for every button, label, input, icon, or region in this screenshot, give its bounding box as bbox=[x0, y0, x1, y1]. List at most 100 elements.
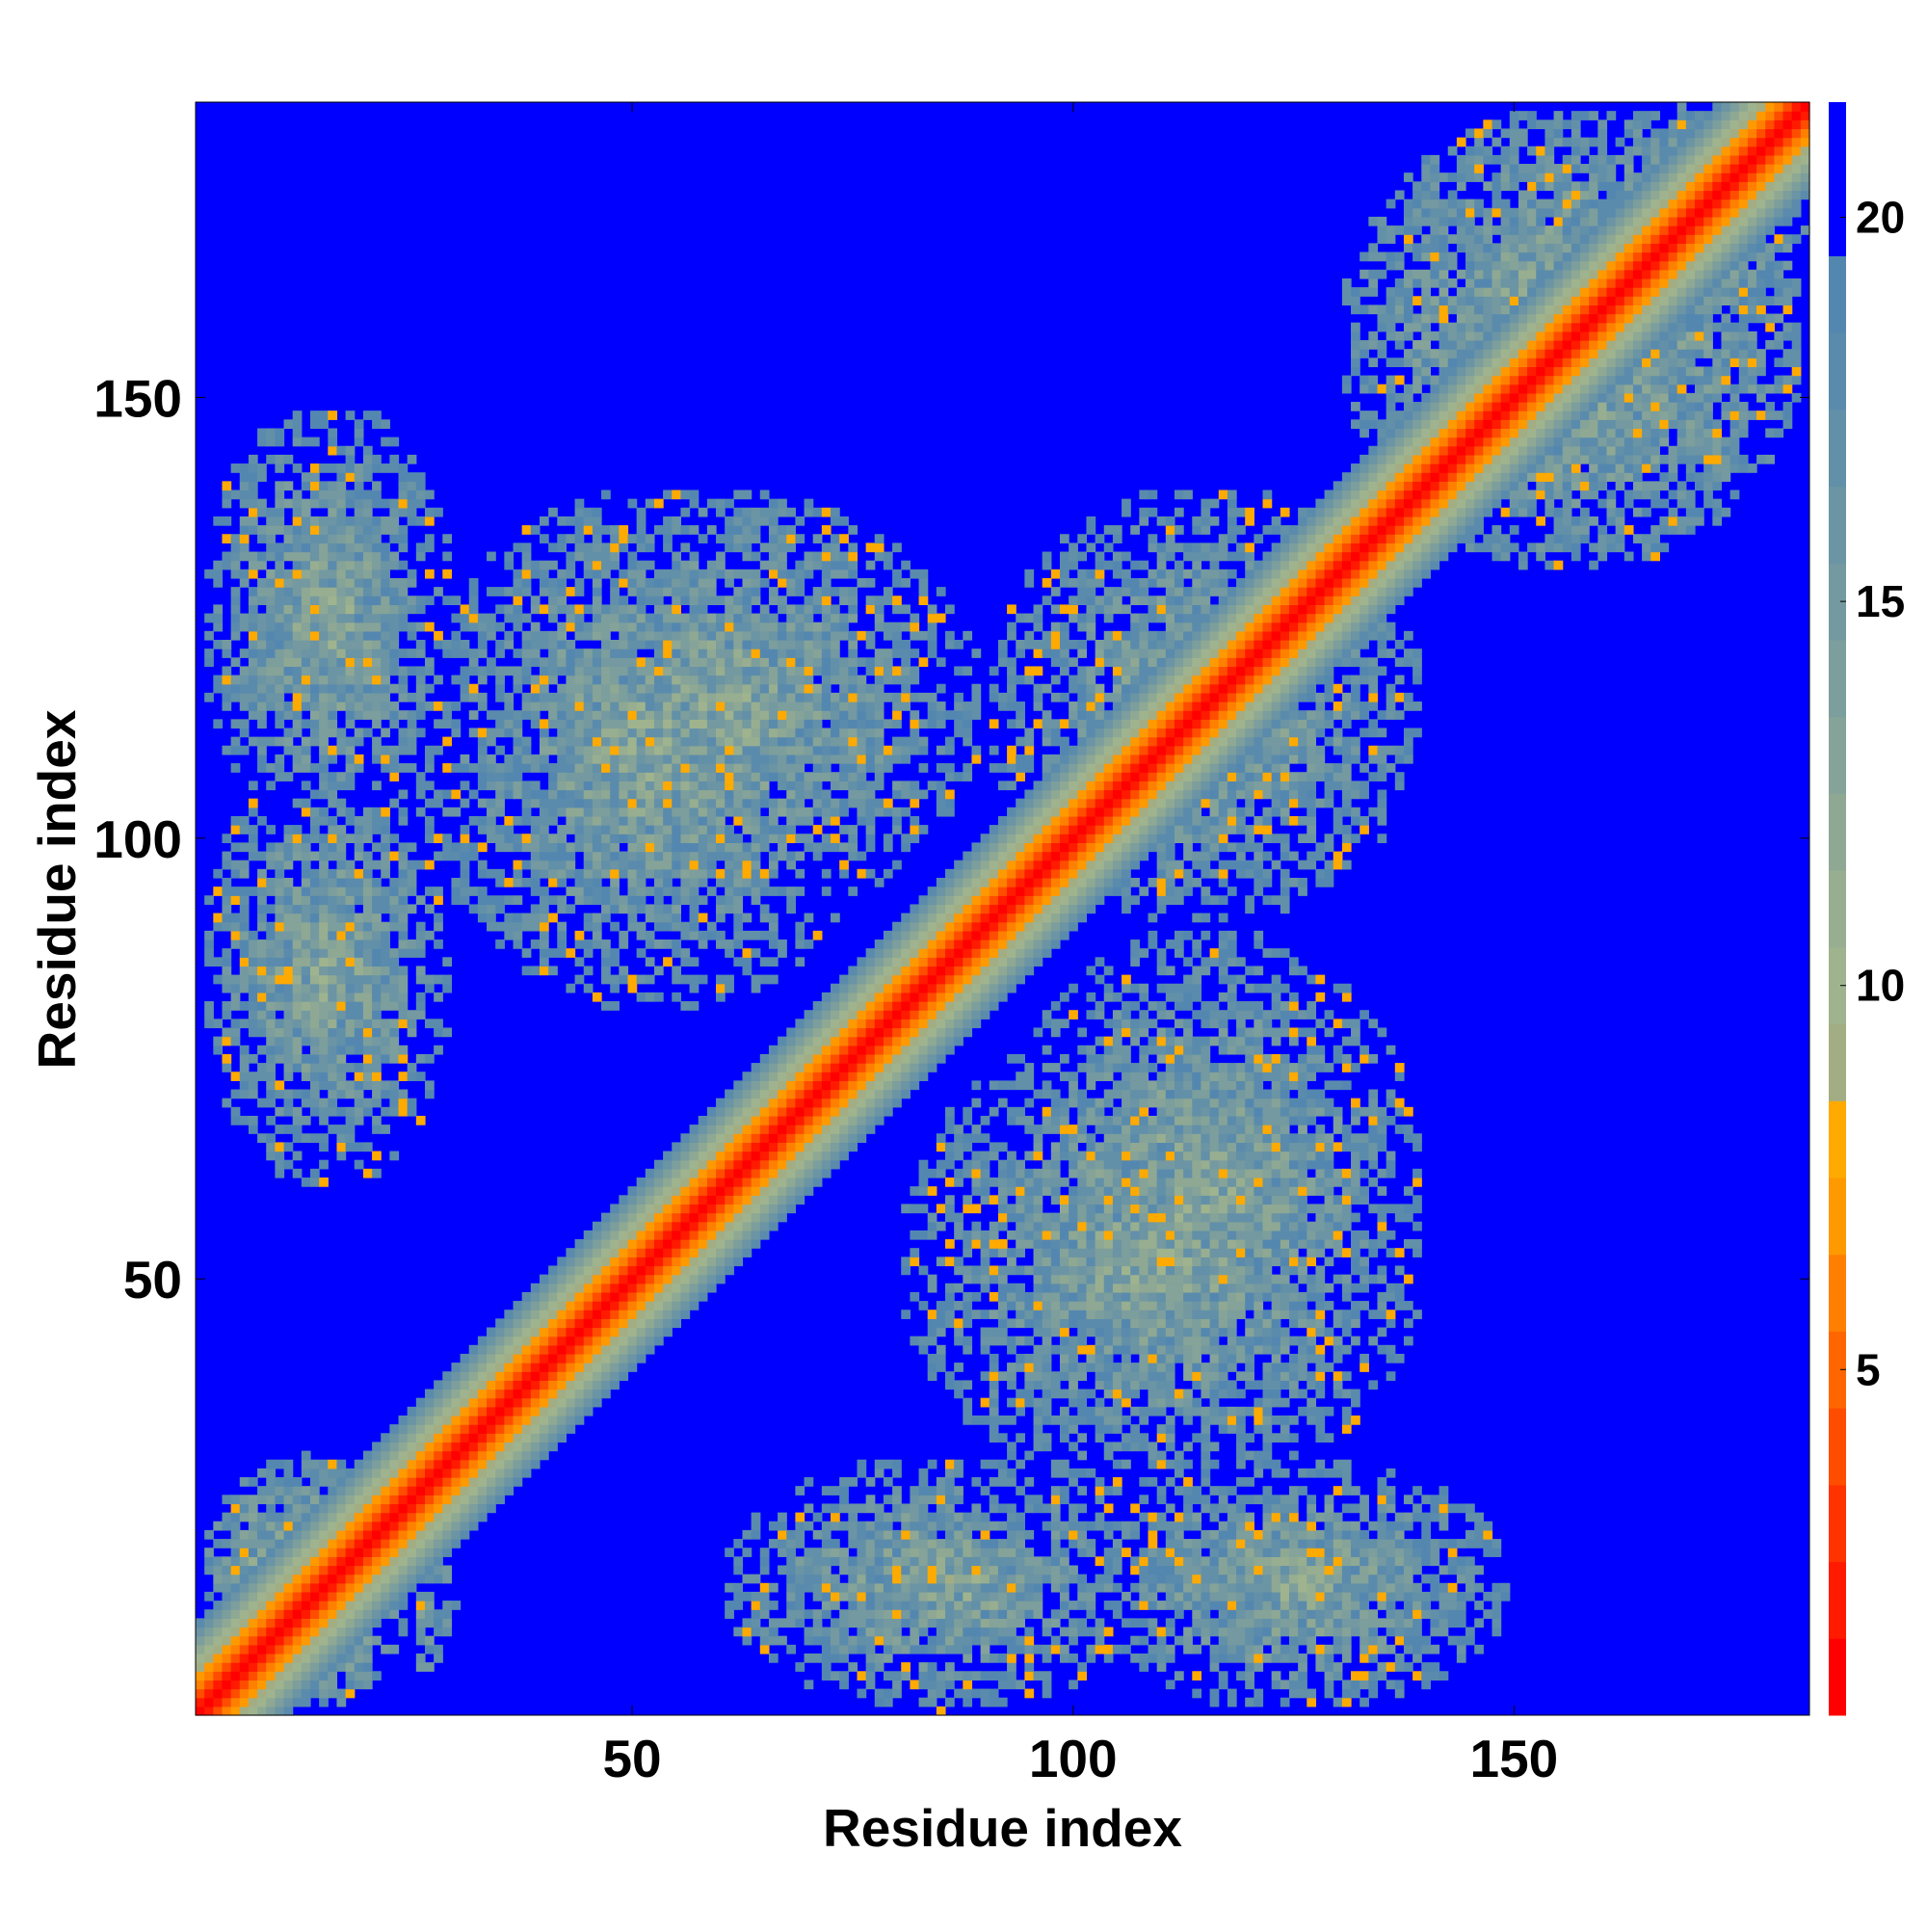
heatmap-cell-run bbox=[557, 1274, 568, 1284]
heatmap-cell-run bbox=[1122, 1459, 1131, 1469]
heatmap-cell-run bbox=[901, 1671, 911, 1681]
heatmap-cell-run bbox=[1254, 1644, 1264, 1654]
heatmap-cell-run bbox=[1148, 1125, 1158, 1134]
heatmap-cell-run bbox=[653, 1212, 664, 1223]
heatmap-cell-run bbox=[292, 1601, 303, 1610]
heatmap-cell-run bbox=[1386, 1574, 1396, 1584]
heatmap-cell-run bbox=[1341, 1221, 1352, 1231]
heatmap-cell-run bbox=[292, 1574, 303, 1584]
heatmap-cell-run bbox=[795, 1195, 805, 1205]
heatmap-cell-run bbox=[1050, 1019, 1069, 1029]
heatmap-cell-run bbox=[1069, 1503, 1078, 1514]
heatmap-cell-run bbox=[1298, 1556, 1307, 1567]
heatmap-cell-run bbox=[1271, 1644, 1281, 1654]
heatmap-cell-run bbox=[610, 1257, 620, 1267]
heatmap-cell-run bbox=[301, 1574, 311, 1584]
heatmap-cell-run bbox=[1351, 1265, 1369, 1276]
heatmap-cell-run bbox=[883, 1512, 893, 1522]
heatmap-cell-run bbox=[1077, 1344, 1096, 1355]
heatmap-cell-run bbox=[1236, 1521, 1246, 1531]
heatmap-cell-run bbox=[309, 1609, 320, 1619]
heatmap-cell-run bbox=[795, 1556, 805, 1567]
heatmap-cell-run bbox=[768, 1168, 779, 1178]
heatmap-cell-run bbox=[1262, 1274, 1273, 1284]
heatmap-cell-run bbox=[1192, 1688, 1202, 1699]
heatmap-cell-run bbox=[910, 1565, 920, 1575]
heatmap-cell-run bbox=[1298, 1662, 1307, 1672]
heatmap-cell-run bbox=[1315, 1601, 1326, 1610]
heatmap-cell-run bbox=[301, 1053, 320, 1064]
heatmap-cell-run bbox=[1394, 1098, 1405, 1108]
heatmap-cell-run bbox=[434, 1495, 443, 1505]
heatmap-cell-run bbox=[645, 1195, 655, 1205]
heatmap-cell-run bbox=[689, 1301, 700, 1310]
heatmap-cell-run bbox=[989, 1601, 999, 1610]
heatmap-cell-run bbox=[248, 1125, 258, 1134]
heatmap-cell-run bbox=[398, 1521, 409, 1531]
heatmap-cell-run bbox=[1024, 1688, 1035, 1699]
heatmap-cell-run bbox=[1341, 1529, 1352, 1540]
heatmap-cell-run bbox=[680, 1310, 691, 1319]
heatmap-cell-run bbox=[1218, 1019, 1228, 1029]
heatmap-cell-run bbox=[1209, 1688, 1220, 1699]
heatmap-cell-run bbox=[301, 1036, 311, 1046]
heatmap-cell-run bbox=[1315, 1644, 1326, 1654]
heatmap-cell-run bbox=[513, 1363, 523, 1372]
heatmap-cell-run bbox=[804, 1635, 814, 1646]
heatmap-cell-run bbox=[530, 1380, 541, 1390]
heatmap-cell-run bbox=[1192, 1582, 1202, 1593]
heatmap-cell-run bbox=[1227, 1327, 1237, 1337]
heatmap-cell-run bbox=[751, 1609, 761, 1619]
heatmap-cell-run bbox=[1042, 1063, 1061, 1072]
heatmap-cell-run bbox=[1245, 1680, 1254, 1690]
heatmap-cell-run bbox=[716, 1274, 726, 1284]
heatmap-cell-run bbox=[362, 1106, 373, 1117]
heatmap-cell-run bbox=[1430, 1503, 1440, 1514]
heatmap-cell-run bbox=[1254, 1257, 1264, 1267]
heatmap-cell-run bbox=[1307, 1186, 1317, 1196]
heatmap-cell-run bbox=[328, 1010, 338, 1019]
heatmap-cell-run bbox=[1288, 1644, 1299, 1654]
heatmap-cell-run bbox=[936, 1706, 946, 1716]
heatmap-cell-run bbox=[566, 1389, 576, 1399]
heatmap-cell-run bbox=[839, 1635, 849, 1646]
heatmap-cell-run bbox=[1324, 1556, 1334, 1567]
heatmap-cell-run bbox=[1359, 1618, 1396, 1628]
heatmap-cell-run bbox=[230, 1591, 241, 1601]
heatmap-cell-run bbox=[451, 1363, 462, 1372]
heatmap-cell-run bbox=[1307, 1371, 1317, 1381]
heatmap-cell-run bbox=[1271, 1415, 1281, 1425]
heatmap-cell-run bbox=[663, 1186, 673, 1196]
heatmap-cell-run bbox=[795, 1582, 814, 1593]
heatmap-cell-run bbox=[566, 1257, 576, 1267]
heatmap-cell-run bbox=[434, 1459, 443, 1469]
heatmap-cell-run bbox=[1227, 1688, 1237, 1699]
heatmap-cell-run bbox=[1130, 1115, 1140, 1125]
heatmap-cell-run bbox=[309, 1080, 320, 1091]
heatmap-cell-run bbox=[1112, 1477, 1122, 1487]
heatmap-cell-run bbox=[389, 1027, 400, 1038]
heatmap-cell-run bbox=[539, 1291, 549, 1302]
heatmap-cell-run bbox=[283, 1635, 294, 1646]
heatmap-cell-run bbox=[1288, 1265, 1299, 1276]
heatmap-cell-run bbox=[936, 1574, 946, 1584]
heatmap-cell-run bbox=[751, 1212, 761, 1223]
heatmap-cell-run bbox=[1095, 1327, 1105, 1337]
heatmap-cell-run bbox=[328, 1063, 338, 1072]
heatmap-cell-run bbox=[804, 1089, 814, 1099]
heatmap-cell-run bbox=[309, 1521, 320, 1531]
heatmap-cell-run bbox=[1333, 1644, 1343, 1654]
heatmap-cell-run bbox=[336, 1133, 347, 1144]
heatmap-cell-run bbox=[1351, 1671, 1369, 1681]
heatmap-cell-run bbox=[283, 1072, 294, 1081]
heatmap-cell-run bbox=[1209, 1133, 1220, 1144]
heatmap-cell-run bbox=[759, 1080, 770, 1091]
heatmap-cell-run bbox=[521, 1433, 532, 1443]
heatmap-cell-run bbox=[865, 1063, 876, 1072]
heatmap-cell-run bbox=[1262, 1115, 1290, 1125]
heatmap-cell-run bbox=[460, 1495, 470, 1505]
heatmap-cell-run bbox=[821, 1019, 832, 1029]
heatmap-cell-run bbox=[257, 1010, 267, 1019]
heatmap-cell-run bbox=[1227, 1133, 1237, 1144]
heatmap-cell-run bbox=[328, 1019, 338, 1029]
